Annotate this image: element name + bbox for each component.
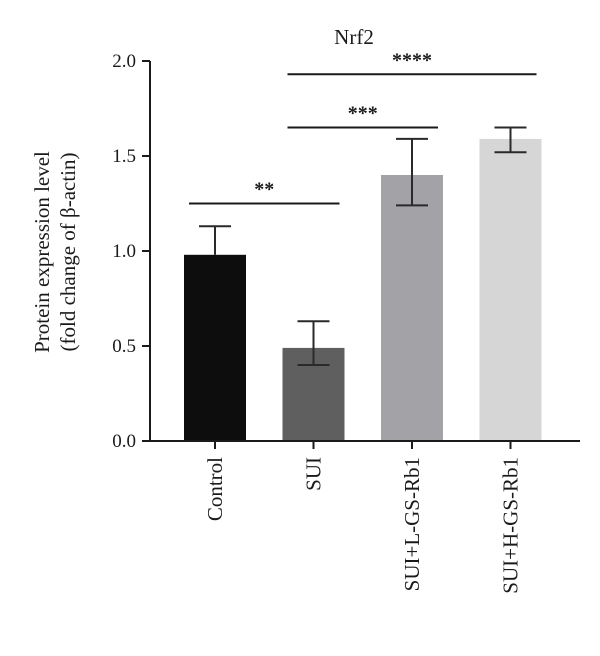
y-axis-title-line-2: (fold change of β-actin) (56, 152, 80, 351)
bar-1 (184, 254, 246, 441)
significance-label-2: *** (348, 103, 378, 125)
plot-area: 0.0 0.5 1.0 1.5 2.0 Control SUI SUI+L-GS-Rb1 SUI… (112, 49, 580, 594)
chart-title: Nrf2 (334, 25, 374, 49)
y-tick-label-5: 2.0 (112, 51, 136, 72)
y-tick-label-4: 1.5 (112, 146, 136, 167)
significance-label-1: ** (254, 179, 274, 201)
y-tick-label-1: 0.0 (112, 431, 136, 452)
y-tick-label-2: 0.5 (112, 336, 136, 357)
bar-3 (381, 175, 443, 441)
bar-4 (479, 138, 542, 441)
significance-label-3: **** (392, 49, 432, 71)
y-axis-title: Protein expression level (fold change of… (30, 151, 80, 353)
y-tick-label-3: 1.0 (112, 241, 136, 262)
y-axis-title-line-1: Protein expression level (30, 151, 54, 353)
x-tick-label-4: SUI+H-GS-Rb1 (499, 457, 523, 594)
x-tick-label-1: Control (203, 457, 227, 521)
x-tick-label-2: SUI (302, 457, 326, 491)
x-tick-label-3: SUI+L-GS-Rb1 (400, 457, 424, 591)
